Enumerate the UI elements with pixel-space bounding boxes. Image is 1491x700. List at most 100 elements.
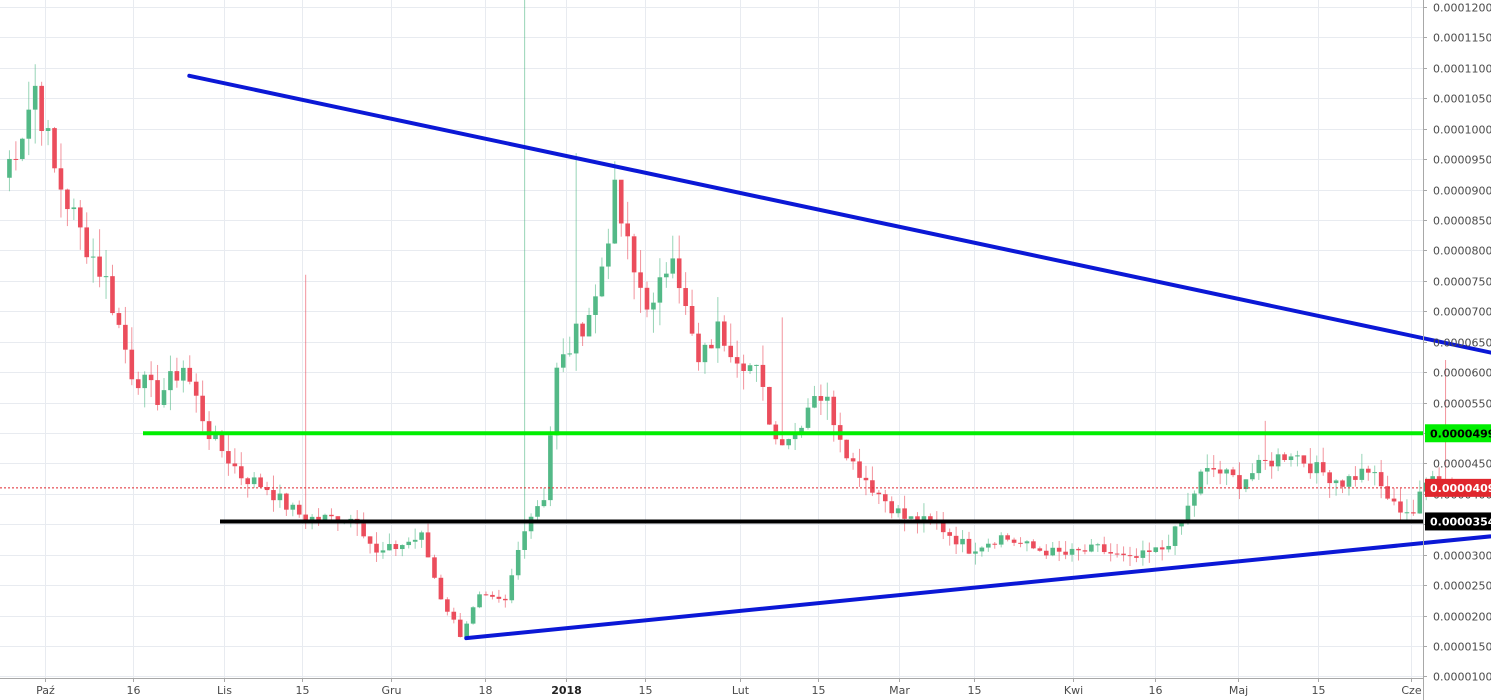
candle — [129, 349, 135, 380]
candle — [1398, 501, 1403, 513]
candle — [103, 276, 109, 278]
candle — [612, 179, 618, 244]
candle — [870, 480, 875, 493]
candle — [702, 344, 708, 363]
x-tick-label: Mar — [889, 684, 910, 697]
candle — [1005, 535, 1010, 540]
candle — [651, 302, 656, 310]
x-tick-label: 2018 — [551, 684, 582, 697]
x-tick-label: Kwi — [1064, 684, 1083, 697]
candle — [1378, 472, 1384, 487]
candle — [657, 277, 663, 303]
candle — [1391, 498, 1397, 502]
candle — [786, 439, 791, 446]
candle — [747, 365, 753, 372]
candle — [1147, 550, 1152, 552]
candle — [1101, 544, 1107, 553]
candle — [767, 386, 772, 425]
candle — [973, 551, 978, 554]
candle — [986, 543, 991, 548]
candle — [1114, 553, 1120, 555]
candle — [844, 439, 849, 459]
candle — [664, 273, 669, 278]
candle — [709, 344, 714, 349]
candle — [599, 266, 605, 297]
candle — [799, 427, 804, 434]
candle — [1217, 469, 1223, 474]
candle — [998, 535, 1004, 545]
candle — [432, 557, 437, 578]
candle — [110, 276, 115, 314]
candle — [805, 407, 811, 428]
candle — [135, 379, 141, 389]
candle — [1417, 491, 1423, 514]
candle — [316, 516, 321, 520]
candle — [123, 324, 128, 350]
candle — [1024, 541, 1030, 544]
candle — [754, 364, 759, 366]
candle — [721, 321, 727, 346]
candle — [1050, 547, 1056, 556]
x-tick-label: 16 — [127, 684, 141, 697]
candle — [1256, 459, 1262, 474]
candle — [683, 288, 688, 307]
candle — [1327, 472, 1332, 484]
x-tick-label: 18 — [479, 684, 493, 697]
candle — [567, 353, 573, 355]
y-tick-label: 0.00012000 — [1433, 2, 1491, 15]
candle — [940, 522, 946, 533]
x-tick-label: Maj — [1229, 684, 1248, 697]
x-axis[interactable]: Paź 16 Lis 15 Gru 18 2018 15 Lut 15 Mar 15 Kwi 16 Maj 1… — [36, 678, 1422, 697]
candle — [1340, 480, 1345, 487]
candle — [264, 487, 270, 491]
candle — [1269, 460, 1274, 467]
trendline — [187, 73, 1491, 355]
candle — [13, 158, 19, 160]
candle — [1237, 475, 1242, 490]
candle — [1333, 480, 1339, 484]
candle — [1031, 541, 1036, 549]
candle — [168, 371, 173, 391]
candle — [406, 541, 412, 546]
candle — [116, 313, 122, 325]
candle — [889, 501, 895, 514]
candle — [1204, 468, 1210, 472]
candle — [155, 380, 160, 405]
candle — [515, 549, 521, 576]
candle — [1063, 551, 1068, 555]
candle — [1211, 468, 1217, 470]
candle — [425, 532, 431, 558]
candle — [412, 539, 418, 542]
candle — [1011, 539, 1017, 543]
candle — [1295, 455, 1300, 457]
candle — [7, 158, 12, 178]
grid — [0, 0, 1423, 678]
candle — [1076, 548, 1081, 551]
candle — [277, 493, 283, 501]
candle — [1346, 476, 1352, 487]
candle — [857, 461, 862, 478]
candle — [1127, 555, 1133, 557]
candle — [966, 538, 972, 554]
candle — [232, 463, 238, 467]
candle — [953, 535, 959, 545]
x-tick-label: Cze — [1401, 684, 1421, 697]
candle — [303, 514, 308, 522]
x-tick-label: 15 — [1312, 684, 1326, 697]
candle — [496, 596, 502, 599]
candle — [483, 594, 489, 596]
candle — [1320, 462, 1326, 473]
candle — [445, 599, 450, 612]
level-label-bg — [1425, 424, 1491, 443]
candle — [947, 532, 952, 536]
candle — [1037, 548, 1043, 551]
candle — [979, 547, 985, 552]
